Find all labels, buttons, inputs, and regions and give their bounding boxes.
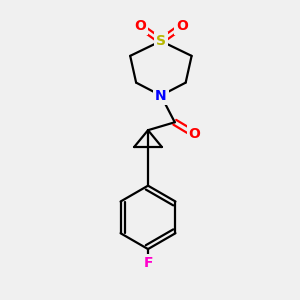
Text: O: O	[189, 127, 200, 141]
Text: N: N	[155, 88, 167, 103]
Text: F: F	[143, 256, 153, 270]
Text: O: O	[134, 19, 146, 33]
Text: S: S	[156, 34, 166, 48]
Text: O: O	[176, 19, 188, 33]
